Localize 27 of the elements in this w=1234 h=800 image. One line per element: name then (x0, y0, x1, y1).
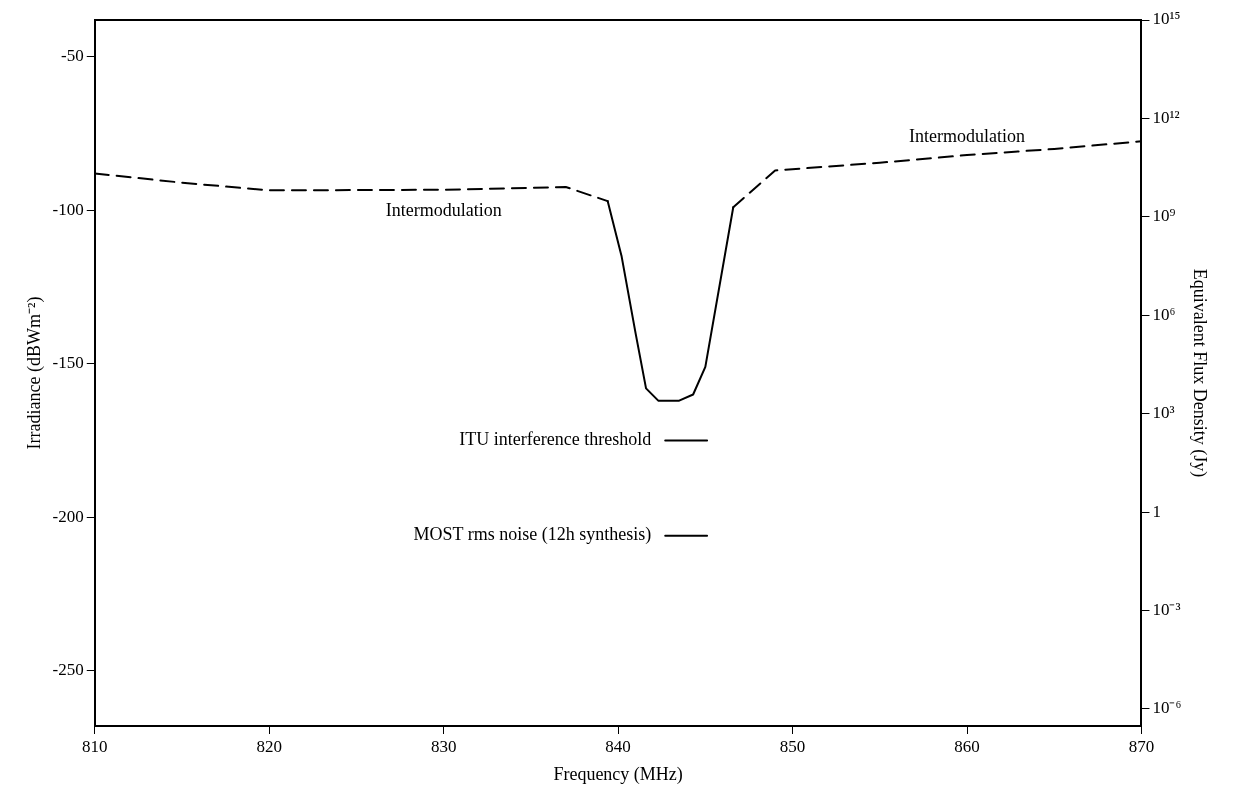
x-axis-title: Frequency (MHz) (553, 763, 683, 785)
x-tick-label: 860 (954, 736, 980, 756)
y2-axis-title: Equivalent Flux Density (Jy) (1189, 268, 1211, 478)
x-tick-label: 850 (779, 736, 806, 756)
y-tick-label: -250 (52, 660, 84, 680)
x-tick-label: 840 (605, 736, 631, 756)
y-tick-label: -200 (52, 506, 84, 526)
y-tick-label: -150 (52, 353, 84, 373)
y-tick-label: -50 (61, 46, 84, 66)
y2-tick-label: 10⁻⁶ (1152, 698, 1182, 718)
x-tick-label: 810 (82, 736, 108, 756)
y2-tick-label: 10¹⁵ (1152, 9, 1181, 29)
y2-tick-label: 10⁹ (1152, 206, 1176, 226)
y2-tick-label: 1 (1152, 501, 1161, 521)
series-label: ITU interference threshold (459, 429, 652, 450)
y2-tick-label: 10⁶ (1152, 304, 1176, 324)
x-tick-label: 870 (1128, 736, 1155, 756)
y2-tick-label: 10⁻³ (1152, 599, 1181, 619)
y-tick-label: -100 (52, 199, 84, 219)
x-tick-label: 820 (256, 736, 282, 756)
series-label: MOST rms noise (12h synthesis) (413, 524, 652, 546)
series-label: Intermodulation (385, 200, 502, 221)
series-label: Intermodulation (909, 125, 1026, 146)
y2-tick-label: 10¹² (1152, 107, 1180, 127)
y2-tick-label: 10³ (1152, 403, 1175, 423)
x-tick-label: 830 (430, 736, 457, 756)
y-axis-title: Irradiance (dBWm⁻²) (23, 296, 45, 450)
